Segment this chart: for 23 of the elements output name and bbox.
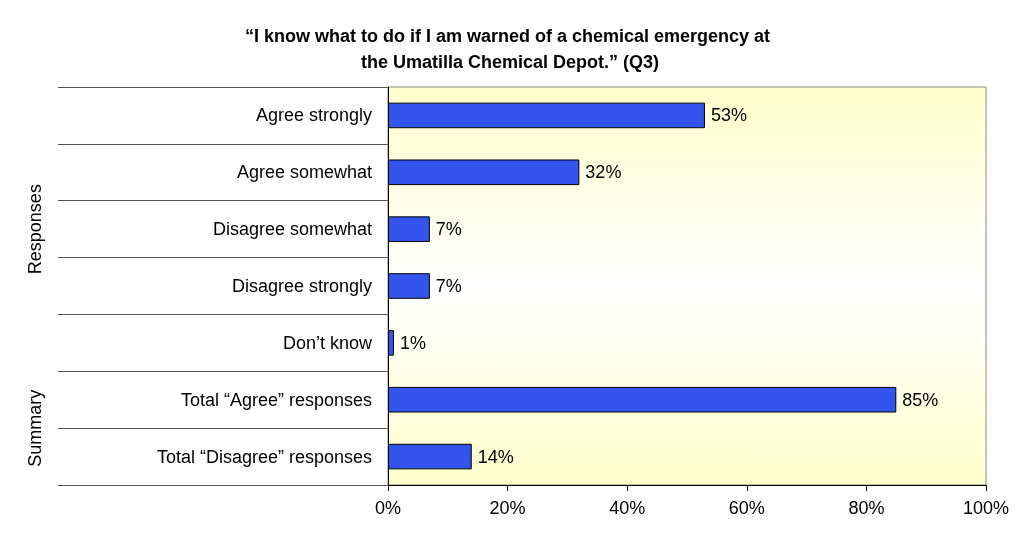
y-tick-label: Total “Disagree” responses [156,446,372,467]
x-tick-label: 80% [848,498,885,518]
y-tick-label: Disagree somewhat [212,219,372,240]
data-label: 85% [902,389,939,410]
y-tick-label: Don’t know [282,332,373,353]
y-tick-label: Agree somewhat [236,162,372,183]
chart-title: “I know what to do if I am warned of a chemical emergency at the Umatilla Chemical Depot.” (Q3) [244,26,776,72]
data-label: 1% [399,332,426,353]
y-tick-label: Total “Agree” responses [180,389,372,410]
y-tick-label: Agree strongly [255,105,372,126]
data-label: 32% [585,162,622,183]
x-tick-label: 0% [374,498,402,518]
x-tick-label: 40% [609,498,646,518]
y-tick-label: Disagree strongly [231,276,372,296]
text: Responses [25,184,45,275]
data-label: 7% [435,219,462,240]
text: Summary [25,389,45,467]
data-label: 7% [435,276,462,296]
x-tick-label: 100% [962,498,1010,518]
x-tick-label: 20% [489,498,526,518]
data-label: 14% [477,446,514,467]
data-label: 53% [710,105,747,126]
x-tick-label: 60% [728,498,765,518]
